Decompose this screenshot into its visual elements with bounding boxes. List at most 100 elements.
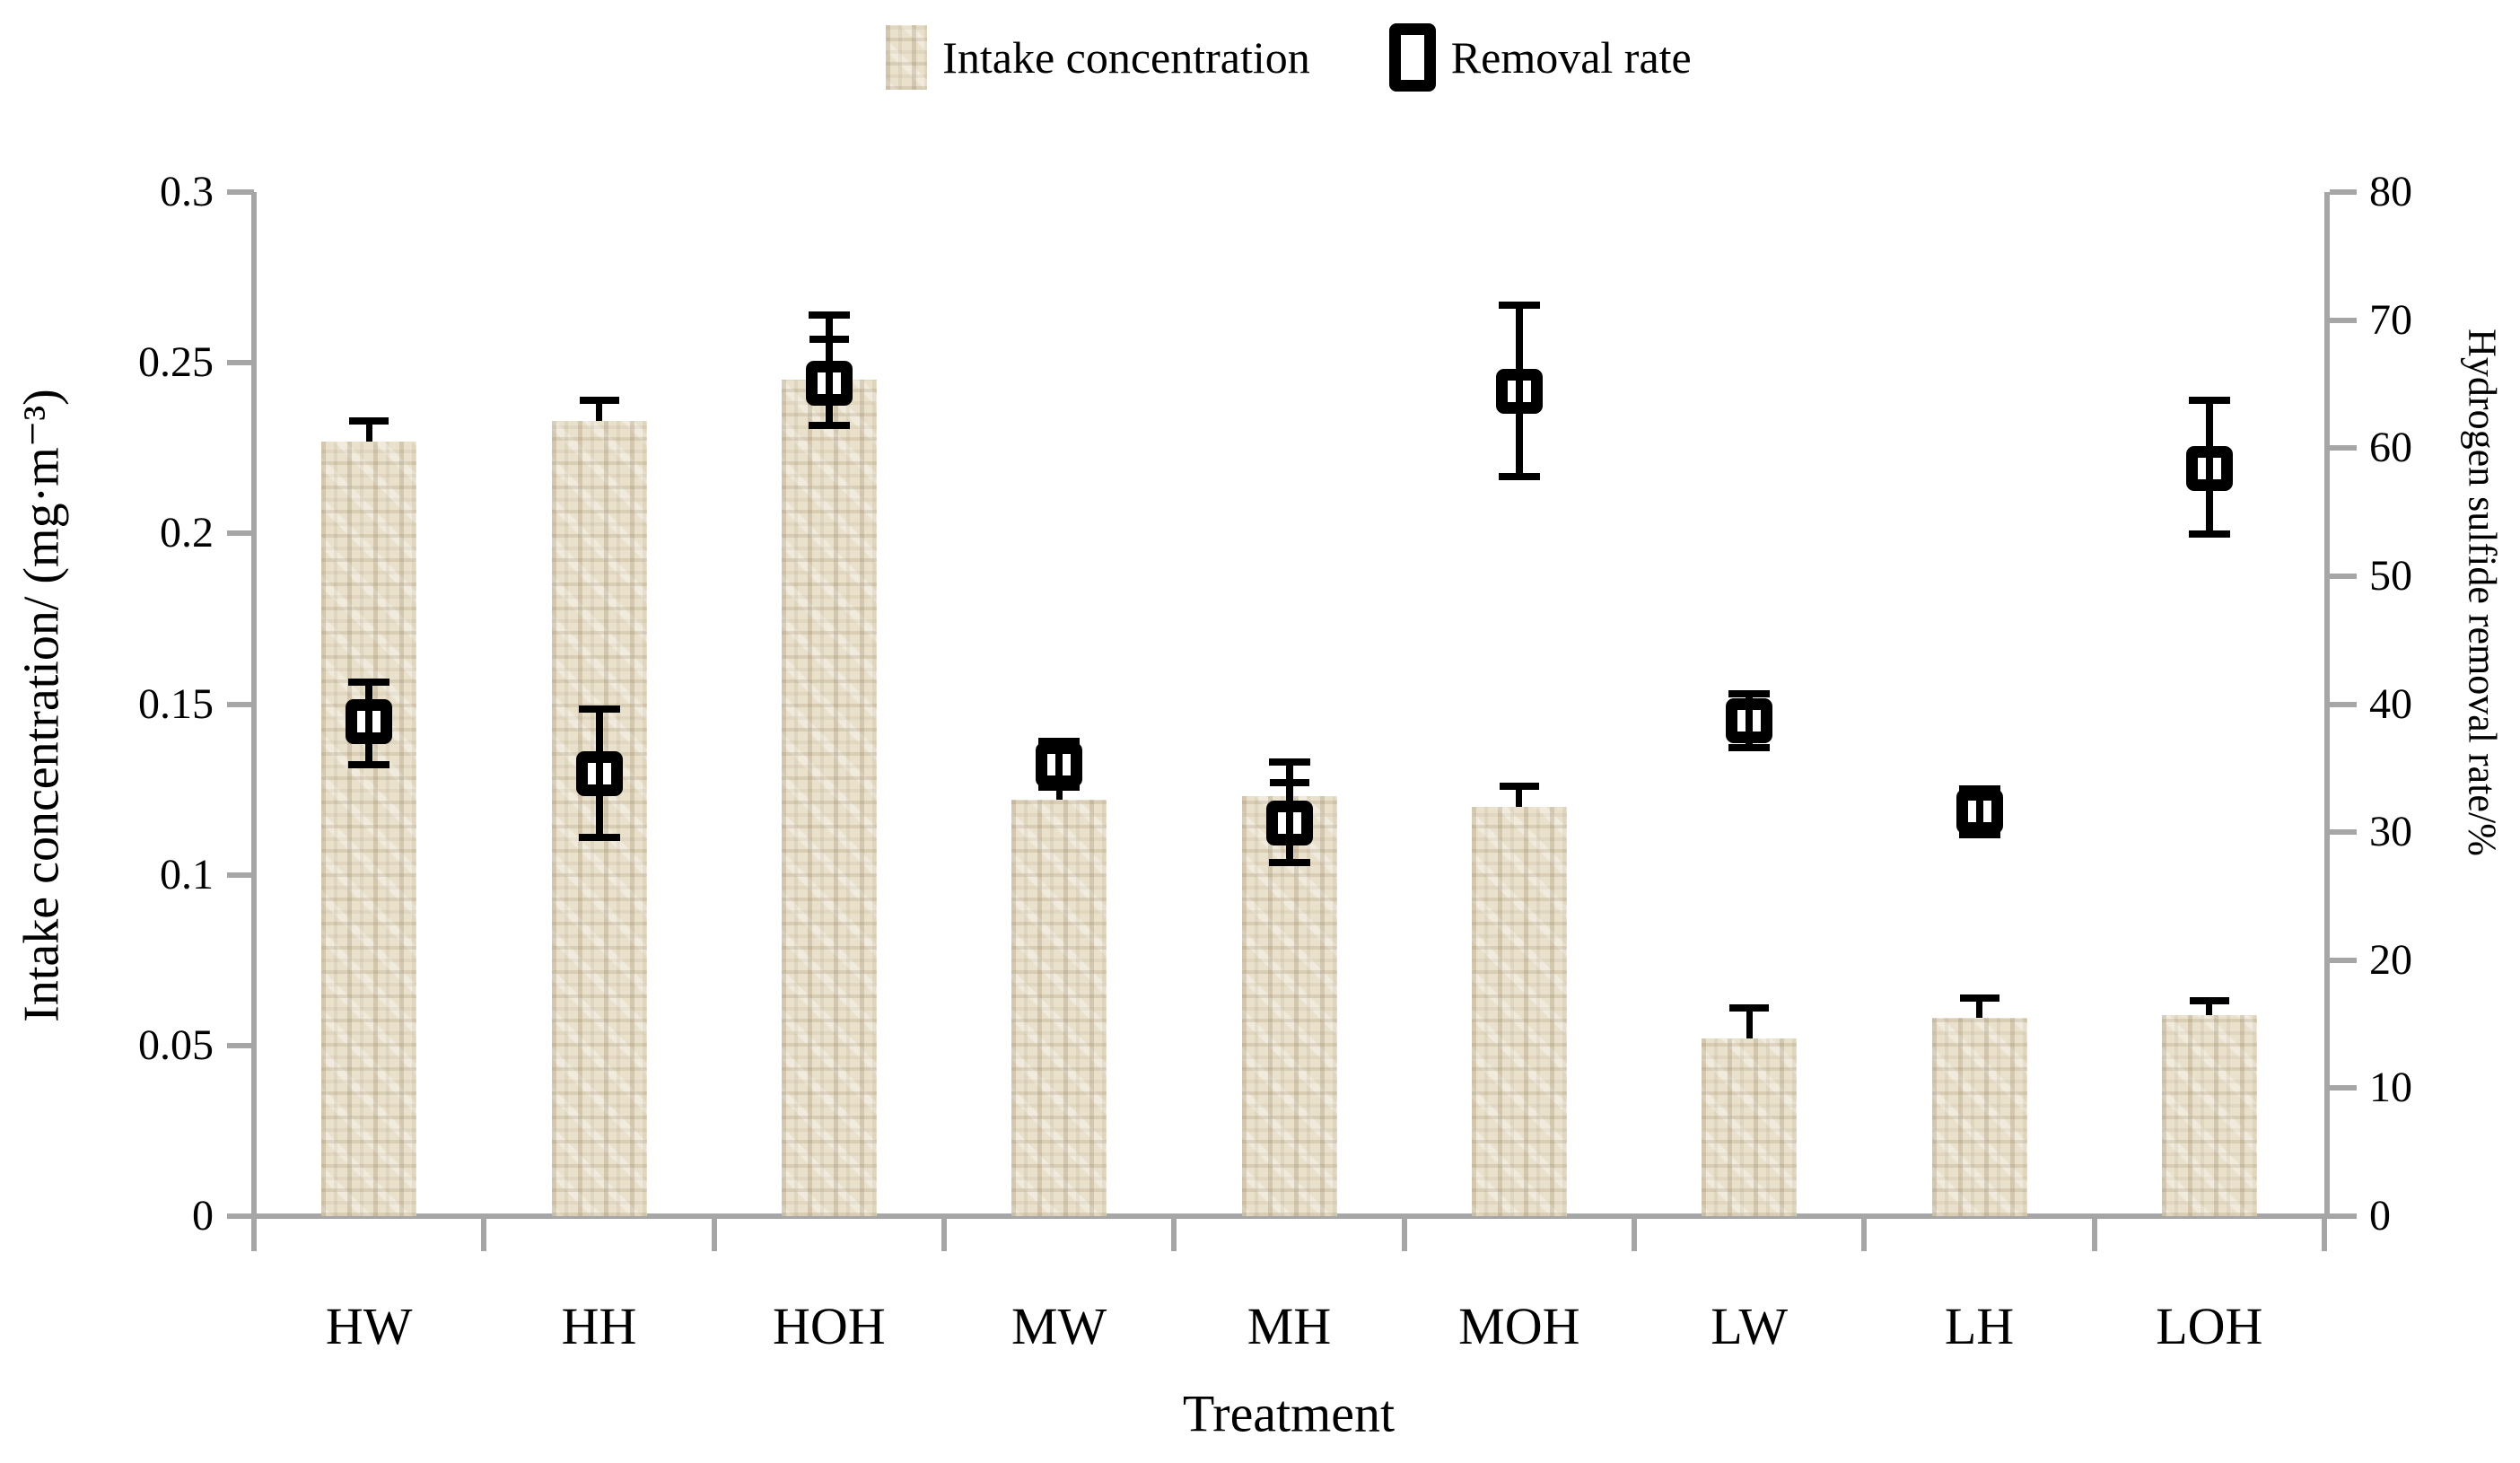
removal-error-cap-top bbox=[1728, 690, 1771, 698]
intake-error-cap bbox=[349, 416, 389, 425]
x-axis-tick bbox=[941, 1219, 947, 1251]
y2-axis-tick bbox=[2330, 701, 2357, 707]
removal-error-cap-top bbox=[1268, 758, 1310, 766]
y2-axis-tick-label: 50 bbox=[2369, 551, 2412, 600]
x-axis-tick bbox=[1401, 1219, 1407, 1251]
x-axis-tick bbox=[1861, 1219, 1868, 1251]
x-category-label: MW bbox=[1011, 1297, 1107, 1355]
x-axis-tick bbox=[1632, 1219, 1637, 1251]
intake-error-cap bbox=[1729, 1003, 1770, 1012]
y2-axis-tick-label: 30 bbox=[2369, 808, 2412, 856]
x-category-label: LH bbox=[1944, 1297, 2015, 1355]
y2-axis-tick bbox=[2330, 957, 2357, 963]
x-category-label: HH bbox=[561, 1297, 637, 1355]
y-axis-tick bbox=[227, 530, 254, 537]
y-axis-tick bbox=[227, 360, 254, 366]
removal-error-cap-bottom bbox=[1268, 859, 1310, 867]
removal-error-stem bbox=[1746, 694, 1754, 748]
removal-error-cap-bottom bbox=[1498, 472, 1540, 480]
y2-axis-tick bbox=[2330, 573, 2357, 579]
x-category-label: HOH bbox=[772, 1297, 886, 1355]
left-axis-line bbox=[251, 192, 257, 1219]
y2-axis-tick bbox=[2330, 829, 2357, 836]
x-axis-tick bbox=[481, 1219, 487, 1251]
removal-swatch-icon bbox=[1388, 23, 1436, 92]
removal-error-cap-bottom bbox=[1728, 743, 1771, 751]
x-category-label: LW bbox=[1711, 1297, 1789, 1355]
x-axis-line bbox=[251, 1213, 2330, 1219]
removal-error-cap-bottom bbox=[2188, 530, 2230, 538]
y-axis-tick-label: 0.1 bbox=[160, 850, 214, 898]
x-axis-tick bbox=[2322, 1219, 2327, 1251]
removal-error-stem bbox=[1055, 740, 1063, 788]
removal-error-cap-top bbox=[808, 311, 850, 319]
y2-axis-tick-label: 70 bbox=[2369, 295, 2412, 344]
y2-axis-tick bbox=[2330, 445, 2357, 451]
x-axis-tick bbox=[1171, 1219, 1177, 1251]
y-axis-tick bbox=[227, 701, 254, 707]
intake-bar bbox=[1702, 1038, 1798, 1216]
intake-error-stem bbox=[365, 420, 372, 442]
y2-axis-tick-label: 80 bbox=[2369, 168, 2412, 215]
y-axis-tick-label: 0.05 bbox=[138, 1021, 214, 1069]
x-axis-tick bbox=[711, 1219, 717, 1251]
legend-item-removal[interactable]: Removal rate bbox=[1388, 23, 1692, 92]
y-axis-tick bbox=[227, 189, 254, 195]
legend-intake-label: Intake concentration bbox=[942, 32, 1310, 83]
removal-error-stem bbox=[1285, 761, 1293, 863]
y2-axis-tick bbox=[2330, 1213, 2357, 1219]
intake-bar bbox=[1931, 1018, 2027, 1216]
y2-axis-tick-label: 0 bbox=[2369, 1192, 2391, 1240]
y-axis-tick-label: 0.3 bbox=[160, 168, 214, 215]
removal-error-cap-bottom bbox=[1038, 784, 1081, 792]
removal-error-cap-bottom bbox=[1958, 830, 2000, 838]
removal-error-cap-top bbox=[1498, 301, 1540, 309]
removal-error-stem bbox=[1515, 304, 1523, 477]
intake-error-stem bbox=[596, 400, 602, 421]
intake-error-stem bbox=[1746, 1007, 1753, 1039]
y-axis-tick-label: 0 bbox=[192, 1192, 214, 1240]
intake-error-stem bbox=[1976, 997, 1982, 1019]
legend-item-intake[interactable]: Intake concentration bbox=[886, 25, 1310, 90]
y2-axis-tick bbox=[2330, 317, 2357, 323]
removal-error-cap-bottom bbox=[578, 833, 620, 841]
y2-axis-tick-label: 20 bbox=[2369, 935, 2412, 984]
intake-error-cap bbox=[1959, 994, 1999, 1002]
y2-axis-tick bbox=[2330, 1085, 2357, 1091]
intake-error-cap bbox=[579, 397, 619, 404]
removal-error-stem bbox=[595, 709, 603, 837]
legend-removal-label: Removal rate bbox=[1450, 32, 1692, 83]
removal-error-cap-top bbox=[1958, 784, 2000, 793]
x-category-label: LOH bbox=[2156, 1297, 2263, 1355]
removal-error-cap-bottom bbox=[808, 421, 850, 429]
removal-error-stem bbox=[1975, 788, 1983, 835]
y-axis-tick bbox=[227, 1213, 254, 1219]
y-axis-tick-label: 0.15 bbox=[138, 679, 214, 728]
x-axis-tick bbox=[2091, 1219, 2097, 1251]
x-axis-title: Treatment bbox=[1182, 1384, 1396, 1443]
y-axis-tick-label: 0.2 bbox=[160, 509, 214, 557]
removal-error-cap-top bbox=[2188, 397, 2230, 405]
intake-bar bbox=[2161, 1014, 2257, 1216]
x-category-label: MOH bbox=[1458, 1297, 1580, 1355]
x-category-label: MH bbox=[1247, 1297, 1332, 1355]
y-axis-tick bbox=[227, 872, 254, 878]
removal-error-cap-bottom bbox=[348, 760, 390, 768]
intake-bar bbox=[781, 380, 877, 1216]
right-axis-line bbox=[2324, 192, 2330, 1219]
y-axis-tick bbox=[227, 1042, 254, 1048]
y2-axis-tick-label: 10 bbox=[2369, 1064, 2412, 1112]
intake-bar bbox=[1011, 799, 1107, 1216]
intake-error-cap bbox=[1499, 782, 1539, 790]
removal-error-cap-top bbox=[348, 679, 390, 687]
removal-error-stem bbox=[365, 682, 373, 765]
legend: Intake concentration Removal rate bbox=[29, 14, 2520, 101]
intake-error-stem bbox=[1055, 785, 1063, 800]
intake-bar bbox=[321, 441, 417, 1216]
x-category-label: HW bbox=[325, 1297, 413, 1355]
y2-axis-tick-label: 40 bbox=[2369, 679, 2412, 728]
intake-swatch-icon bbox=[886, 25, 928, 90]
y-axis-tick-label: 0.25 bbox=[138, 338, 214, 387]
